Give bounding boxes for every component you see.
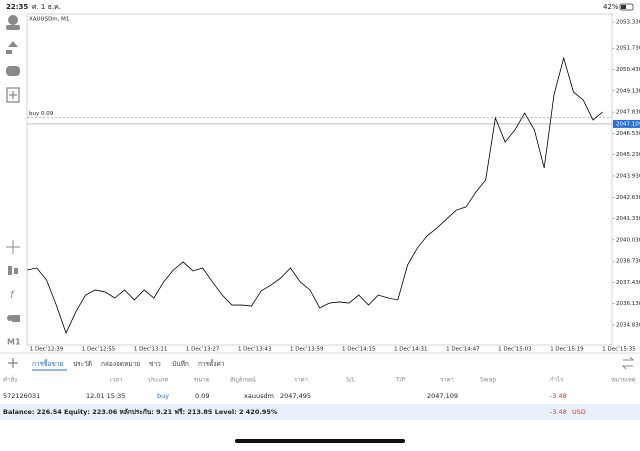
y-tick-label: 2038.730: [616, 259, 640, 265]
objects-icon-2: [12, 315, 20, 322]
battery-level-icon: [621, 5, 626, 9]
order-label: buy 0.09: [29, 111, 54, 117]
y-tick-label: 2046.530: [616, 131, 640, 137]
cell: 2047.109: [427, 392, 458, 400]
tab[interactable]: การซื้อขาย: [32, 359, 63, 368]
x-tick-label: 1 Dec 15:03: [498, 347, 532, 353]
column-header: T/P: [395, 377, 406, 384]
y-tick-label: 2047.830: [616, 110, 640, 116]
candle-icon[interactable]: [8, 266, 12, 275]
y-tick-label: 2051.730: [616, 46, 640, 52]
x-tick-label: 1 Dec 12:39: [30, 347, 64, 353]
tab[interactable]: ข่าว: [149, 360, 161, 368]
y-tick-label: 2040.030: [616, 237, 640, 243]
status-date: ศ. 1 ธ.ค.: [32, 3, 61, 11]
x-tick-label: 1 Dec 13:27: [186, 347, 220, 353]
trade-icon[interactable]: [6, 41, 18, 54]
objects-icon[interactable]: [7, 315, 13, 321]
x-tick-label: 1 Dec 13:11: [134, 347, 168, 353]
y-tick-label: 2049.130: [616, 88, 640, 94]
cell: 12.01 15:35: [86, 392, 125, 400]
balance-bar: [0, 404, 640, 420]
y-tick-label: 2042.630: [616, 195, 640, 201]
x-tick-label: 1 Dec 13:59: [290, 347, 324, 353]
column-header: Swap: [480, 377, 496, 384]
battery-icon: [619, 3, 634, 11]
column-header: ประเภท: [148, 377, 168, 384]
y-tick-label: 2043.930: [616, 173, 640, 179]
toolbar: f M1: [6, 15, 21, 347]
tab[interactable]: กล่องจดหมาย: [101, 360, 140, 368]
cell: xauusdm: [244, 392, 274, 400]
price-line: [26, 56, 603, 335]
x-tick-label: 1 Dec 14:31: [394, 347, 428, 353]
cell: -3.48: [550, 392, 567, 400]
balance-text: Balance: 226.54 Equity: 223.06 หลักประกั…: [3, 408, 278, 416]
y-tick-label: 2050.430: [616, 67, 640, 73]
column-header: เวลา: [110, 377, 122, 384]
y-tick-label: 2041.330: [616, 216, 640, 222]
column-header: คำสั่ง: [3, 376, 17, 384]
cell: 572126031: [3, 392, 40, 400]
timeframe[interactable]: M1: [7, 338, 21, 347]
status-time: 22:35: [6, 3, 28, 11]
x-tick-label: 1 Dec 12:55: [82, 347, 116, 353]
column-header: กำไร: [550, 376, 564, 384]
candle-icon-2: [14, 268, 18, 274]
x-tick-label: 1 Dec 14:47: [446, 347, 480, 353]
account-icon-body: [6, 25, 20, 30]
column-header: ราคา: [440, 377, 454, 384]
balance-profit: -3.48: [550, 408, 567, 416]
home-indicator: [235, 439, 405, 443]
chat-icon[interactable]: [6, 66, 20, 76]
y-tick-label: 2034.830: [616, 323, 640, 329]
column-header: S/L: [346, 377, 356, 384]
y-tick-label: 2037.430: [616, 280, 640, 286]
x-tick-label: 1 Dec 15:19: [550, 347, 584, 353]
sort-icon[interactable]: [622, 356, 634, 370]
indicator-icon[interactable]: f: [10, 290, 15, 301]
cell: buy: [157, 392, 169, 400]
balance-currency: USD: [572, 408, 586, 416]
add-tab[interactable]: [8, 358, 18, 368]
column-header: ขนาด: [194, 377, 210, 384]
account-icon[interactable]: [8, 15, 18, 25]
tab[interactable]: บันทึก: [172, 360, 189, 368]
column-header: ราคา: [294, 377, 308, 384]
chart-title: XAUUSDm, M1: [29, 17, 69, 23]
tab[interactable]: ประวัติ: [73, 360, 92, 368]
crosshair-icon[interactable]: [6, 240, 20, 254]
y-tick-label: 2053.330: [616, 20, 640, 26]
cell: 0.09: [195, 392, 209, 400]
x-tick-label: 1 Dec 13:43: [238, 347, 272, 353]
x-tick-label: 1 Dec 14:15: [342, 347, 376, 353]
y-tick-label: 2036.130: [616, 301, 640, 307]
y-tick-label: 2045.230: [616, 152, 640, 158]
new-order-icon[interactable]: [6, 87, 20, 103]
bid-label: 2047.109: [616, 121, 640, 127]
plus: [9, 91, 17, 99]
column-header: หมายเหตุ: [611, 377, 636, 384]
x-tick-label: 1 Dec 15:35: [602, 347, 636, 353]
tab[interactable]: การตั้งค่า: [198, 359, 225, 368]
chart-frame: [26, 13, 613, 346]
bid-box: [613, 119, 640, 128]
battery: 42%: [603, 3, 619, 11]
column-header: สัญลักษณ์: [230, 376, 256, 384]
cell: 2047.495: [280, 392, 311, 400]
